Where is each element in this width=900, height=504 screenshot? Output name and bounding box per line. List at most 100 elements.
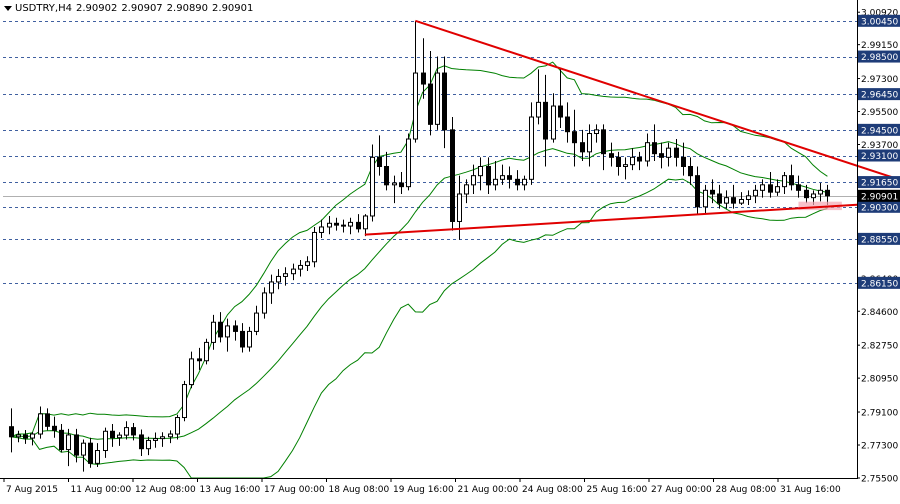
candle-body [674,147,679,158]
candle [66,428,71,467]
time-tick-label: 25 Aug 16:00 [587,485,648,495]
candle [796,175,801,198]
candle-body [117,434,122,439]
candle-body [66,434,71,451]
candle [421,38,426,99]
candle [558,69,563,129]
candle [363,214,368,237]
candle [269,274,274,304]
candle [182,380,187,422]
candle-body [146,439,151,450]
candle-body [240,330,245,348]
candle [327,215,332,235]
candle-body [522,178,527,186]
candle [81,439,86,472]
low-value: 2.90890 [166,3,209,14]
candle [240,323,245,353]
candle-body [298,264,303,270]
candle-body [739,198,744,204]
level-label-box [858,14,900,27]
bollinger-upper-line [10,61,828,438]
candle-body [319,226,324,233]
candle-body [782,175,787,188]
candle [674,139,679,167]
level-label-box [858,276,900,289]
candle-body [507,175,512,180]
candle-body [247,330,252,348]
price-tick-label: 2.77300 [861,442,898,452]
candle-body [52,425,57,431]
candle-body [254,312,259,332]
high-value: 2.90907 [121,3,163,14]
candle [254,305,259,336]
candle [594,124,599,143]
dropdown-triangle-icon[interactable] [4,5,12,11]
candle-body [305,261,310,266]
candle [283,267,288,286]
candle [413,20,418,143]
candle-body [753,189,758,197]
candle-body [688,165,693,177]
level-label-text: 2.91650 [861,179,898,189]
candle [247,326,252,352]
candle [543,74,548,167]
candle [565,102,570,143]
time-tick-label: 13 Aug 16:00 [200,485,261,495]
price-tick-label: 2.75500 [861,475,898,485]
price-tick-label: 2.95500 [861,108,898,118]
candle [103,427,108,458]
candle [753,184,758,204]
level-label-text: 3.00450 [861,17,898,27]
candle [211,314,216,350]
candle [384,151,389,191]
candle [580,129,585,162]
candle [601,124,606,171]
candle [464,179,469,204]
candle [262,287,267,319]
candle [406,133,411,191]
candle [38,406,43,439]
candle-body [572,131,577,144]
level-label-box [858,149,900,162]
candle-body [103,430,108,452]
candle [168,430,173,444]
candle-body [587,133,592,153]
candle-body [160,436,165,440]
candle [160,432,165,447]
price-tick-label: 2.80950 [861,375,898,385]
candle-body [457,193,462,222]
candle [298,259,303,277]
highlight-zone [798,201,842,211]
candle-body [825,189,830,197]
candle [616,151,621,176]
candle-body [493,178,498,186]
level-label-box [858,232,900,245]
candle [818,182,823,202]
candle [703,184,708,215]
candle [341,219,346,233]
time-tick-label: 18 Aug 08:00 [329,485,390,495]
candle-body [768,184,773,193]
level-label-box [858,88,900,101]
candle [724,190,729,209]
level-label: 2.98500 [858,50,900,63]
candle [370,144,375,222]
candle [95,443,100,468]
candle [609,142,614,167]
candle [746,190,751,205]
time-tick-label: 28 Aug 08:00 [716,485,777,495]
current-price-text: 2.90901 [861,192,898,202]
candle [630,148,635,171]
time-tick-label: 12 Aug 08:00 [135,485,196,495]
candle [782,171,787,194]
level-label-box [858,200,900,213]
candle [435,56,440,130]
candle-body [500,175,505,180]
level-label: 2.91650 [858,176,900,189]
candle-body [594,129,599,135]
candle [688,157,693,185]
candle [652,124,657,162]
candle-body [442,72,447,131]
level-label-text: 2.96450 [861,91,898,101]
